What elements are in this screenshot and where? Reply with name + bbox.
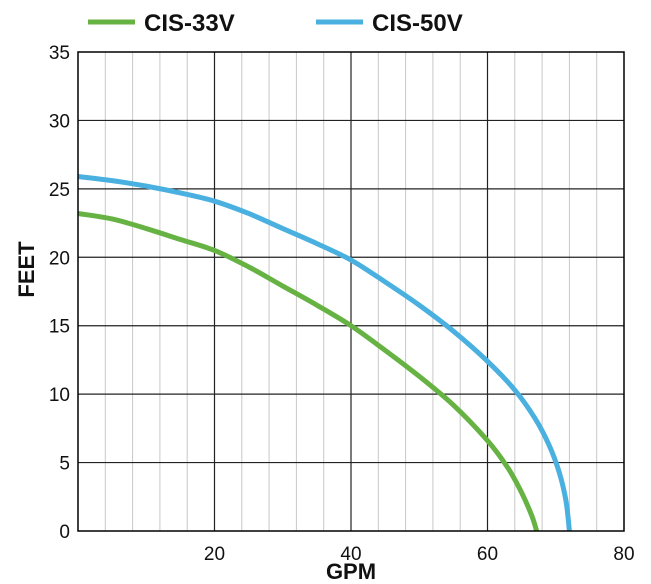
series-lines xyxy=(77,174,572,532)
y-tick-label: 35 xyxy=(49,43,70,64)
y-tick-label: 0 xyxy=(59,522,70,543)
legend-label: CIS-33V xyxy=(144,10,235,37)
y-tick-label: 15 xyxy=(49,317,70,338)
y-axis-title: FEET xyxy=(14,241,39,298)
series-line-1 xyxy=(77,211,540,532)
y-tick-label: 10 xyxy=(49,385,70,406)
x-tick-label: 60 xyxy=(477,544,498,565)
series-line-2 xyxy=(77,174,572,532)
y-tick-label: 25 xyxy=(49,180,70,201)
x-tick-labels: 20 40 60 80 xyxy=(204,544,635,565)
legend: CIS-33V CIS-50V xyxy=(88,10,463,37)
y-tick-labels: 0 5 10 15 20 25 30 35 xyxy=(49,43,70,543)
y-tick-label: 20 xyxy=(49,248,70,269)
minor-grid xyxy=(104,52,598,531)
plot-frame xyxy=(77,51,625,532)
x-tick-label: 20 xyxy=(204,544,225,565)
legend-label: CIS-50V xyxy=(372,10,463,37)
x-axis-title: GPM xyxy=(326,559,376,584)
x-tick-label: 40 xyxy=(340,544,361,565)
y-tick-label: 30 xyxy=(49,111,70,132)
y-tick-label: 5 xyxy=(59,454,70,475)
x-tick-label: 80 xyxy=(613,544,634,565)
